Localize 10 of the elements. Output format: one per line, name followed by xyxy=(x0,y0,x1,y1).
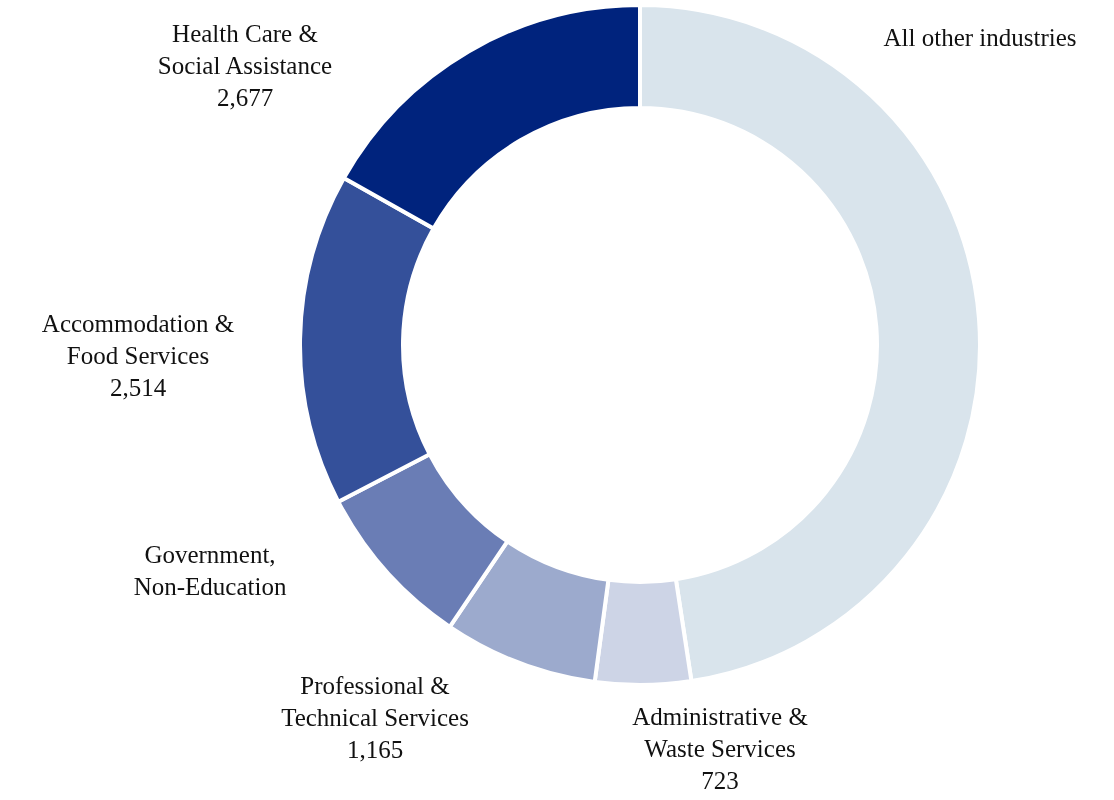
slice-label: Government, Non-Education xyxy=(133,540,287,600)
data-label: 723 xyxy=(701,766,739,794)
slice-label: Health Care & Social Assistance xyxy=(157,19,333,79)
slice-label: All other industries xyxy=(883,23,1077,51)
data-label: 2,514 xyxy=(109,373,167,401)
data-label: 1,165 xyxy=(346,735,404,763)
slice-label: Administrative & Waste Services xyxy=(632,702,808,762)
slice-label: Professional & Technical Services xyxy=(281,671,469,731)
slice-label: Accommodation & Food Services xyxy=(41,309,235,369)
data-label: 2,677 xyxy=(216,83,274,111)
